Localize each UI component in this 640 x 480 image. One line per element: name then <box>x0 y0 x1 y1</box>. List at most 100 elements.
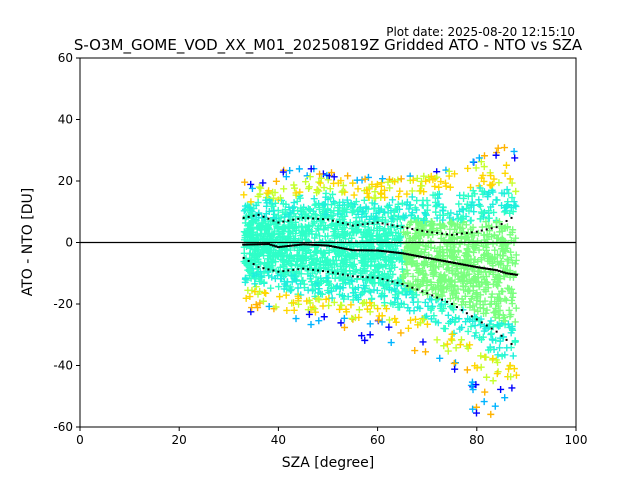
scatter-point <box>469 386 477 394</box>
scatter-point <box>358 332 366 340</box>
scatter-point <box>313 260 321 268</box>
scatter-point <box>475 201 483 209</box>
scatter-point <box>449 253 457 261</box>
scatter-point <box>477 208 485 216</box>
scatter-point <box>267 264 275 272</box>
upper-band-marker <box>257 213 260 216</box>
scatter-point <box>464 192 472 200</box>
scatter-point <box>340 314 348 322</box>
median-marker <box>408 253 412 256</box>
scatter-point <box>487 172 495 180</box>
scatter-point <box>483 306 491 314</box>
scatter-point <box>399 274 407 282</box>
scatter-point <box>467 323 475 331</box>
median-marker <box>393 251 397 254</box>
scatter-point <box>340 207 348 215</box>
lower-band-marker <box>371 276 374 279</box>
lower-band-marker <box>307 268 310 271</box>
scatter-point <box>497 385 505 393</box>
scatter-point <box>379 263 387 271</box>
scatter-point <box>474 258 482 266</box>
scatter-point <box>511 318 519 326</box>
scatter-point <box>447 218 455 226</box>
scatter-point <box>381 194 389 202</box>
y-tick-label: 20 <box>58 174 73 188</box>
upper-band-marker <box>510 216 513 219</box>
y-tick-label: -60 <box>53 420 73 434</box>
scatter-point <box>333 282 341 290</box>
scatter-point <box>320 249 328 257</box>
scatter-point <box>307 165 315 173</box>
scatter-point <box>318 290 326 298</box>
scatter-point <box>276 293 284 301</box>
median-marker <box>284 245 288 248</box>
scatter-point <box>471 332 479 340</box>
upper-band-marker <box>331 219 334 222</box>
scatter-point <box>464 315 472 323</box>
scatter-point <box>260 278 268 286</box>
median-marker <box>306 243 310 246</box>
scatter-point <box>458 205 466 213</box>
scatter-point <box>269 194 277 202</box>
lower-band-marker <box>297 268 300 271</box>
x-tick-label: 40 <box>271 433 286 447</box>
scatter-point <box>364 173 372 181</box>
scatter-point <box>429 176 437 184</box>
scatter-point <box>476 321 484 329</box>
upper-band-marker <box>396 225 399 228</box>
scatter-point <box>277 255 285 263</box>
median-marker <box>487 268 491 271</box>
median-marker <box>492 268 496 271</box>
scatter-point <box>287 257 295 265</box>
scatter-point <box>486 345 494 353</box>
scatter-point <box>288 220 296 228</box>
median-marker <box>433 258 437 261</box>
scatter-point <box>500 190 508 198</box>
scatter-point <box>443 265 451 273</box>
scatter-point <box>486 181 494 189</box>
scatter-point <box>337 319 345 327</box>
scatter-point <box>391 263 399 271</box>
lower-band-marker <box>451 303 453 305</box>
scatter-point <box>419 338 427 346</box>
scatter-point <box>288 204 296 212</box>
scatter-point <box>361 336 369 344</box>
scatter-point <box>421 298 429 306</box>
scatter-point <box>291 261 299 269</box>
scatter-point <box>286 167 294 175</box>
scatter-point <box>272 303 280 311</box>
scatter-point <box>290 306 298 314</box>
scatter-point <box>378 312 386 320</box>
scatter-point <box>469 223 477 231</box>
scatter-point <box>378 289 386 297</box>
scatter-point <box>427 226 435 234</box>
scatter-point <box>487 293 495 301</box>
scatter-point <box>398 265 406 273</box>
scatter-point <box>435 183 443 191</box>
scatter-point <box>504 202 512 210</box>
scatter-point <box>508 179 516 187</box>
scatter-point <box>477 158 485 166</box>
scatter-point <box>343 201 351 209</box>
scatter-point <box>389 232 397 240</box>
median-marker <box>271 244 275 247</box>
scatter-point <box>346 267 354 275</box>
scatter-point <box>311 234 319 242</box>
median-marker <box>336 246 340 249</box>
scatter-point <box>352 225 360 233</box>
upper-band-marker <box>431 231 434 234</box>
scatter-point <box>453 234 461 242</box>
scatter-point <box>387 339 395 347</box>
scatter-point <box>315 205 323 213</box>
scatter-point <box>368 258 376 266</box>
scatter-point <box>500 333 508 341</box>
scatter-point <box>512 251 520 259</box>
median-marker <box>257 243 261 246</box>
scatter-point <box>413 218 421 226</box>
scatter-point <box>467 216 475 224</box>
scatter-point <box>490 175 498 183</box>
scatter-point <box>512 234 520 242</box>
scatter-point <box>457 336 465 344</box>
scatter-point <box>322 295 330 303</box>
median-marker <box>244 243 248 246</box>
